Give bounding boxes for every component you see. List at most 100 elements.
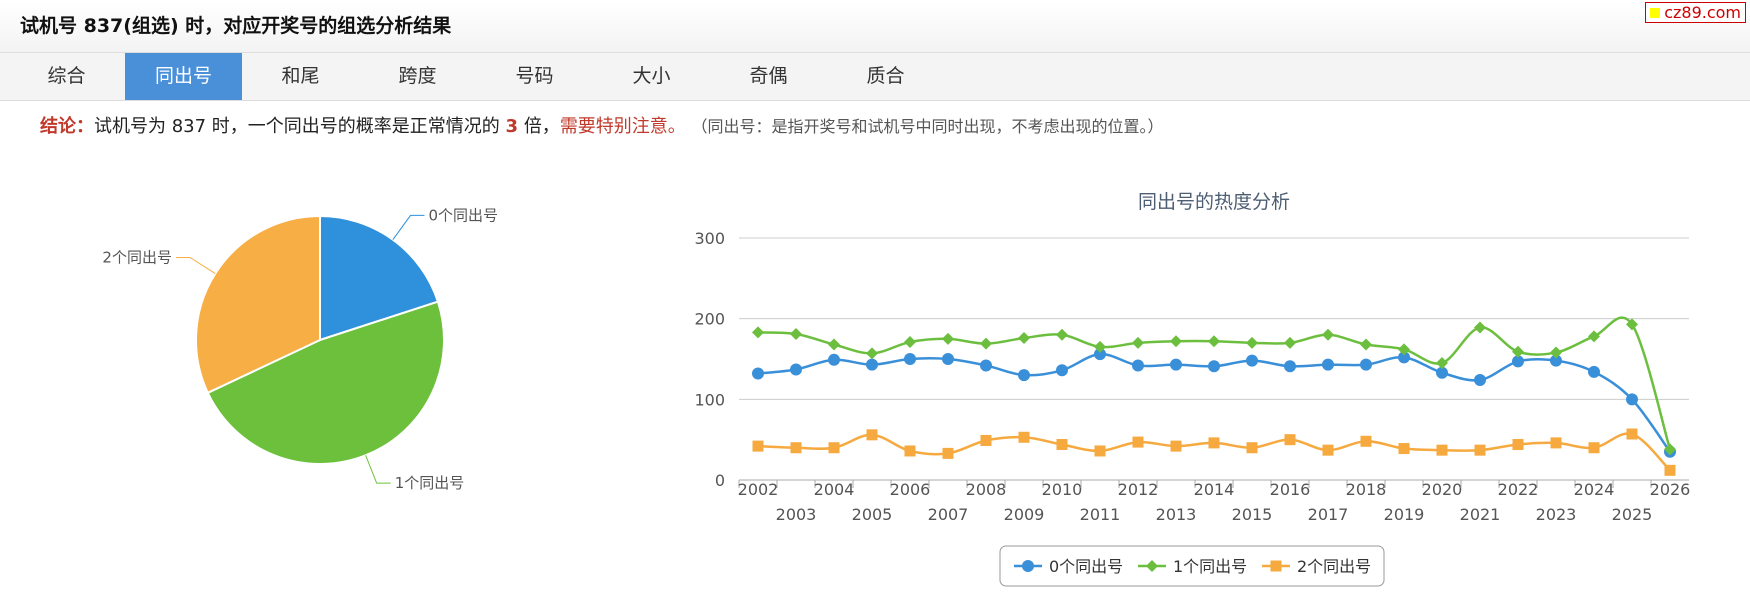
point	[1056, 439, 1068, 451]
point	[828, 442, 840, 454]
x-tick-label: 2015	[1232, 505, 1273, 524]
point	[1322, 444, 1334, 456]
point	[1170, 440, 1182, 452]
tab[interactable]: 质合	[866, 65, 905, 87]
point	[1474, 444, 1486, 456]
tab[interactable]: 号码	[515, 65, 554, 87]
point	[790, 363, 802, 376]
point	[1132, 436, 1144, 448]
point	[1398, 343, 1410, 356]
point	[1550, 354, 1562, 367]
point	[1474, 321, 1486, 334]
point	[866, 347, 878, 360]
point	[1246, 442, 1258, 454]
leader-line	[175, 256, 216, 274]
point	[904, 336, 916, 349]
legend-box	[999, 545, 1385, 587]
point	[1398, 351, 1410, 364]
point	[752, 440, 764, 452]
leader-line	[392, 214, 425, 240]
x-tick-label: 2010	[1042, 480, 1083, 499]
point	[1512, 439, 1524, 451]
x-tick-label: 2024	[1574, 480, 1615, 499]
x-tick-label: 2016	[1270, 480, 1311, 499]
tab[interactable]: 和尾	[281, 65, 320, 87]
x-tick-label: 2026	[1650, 480, 1691, 499]
point	[1056, 328, 1068, 341]
watermark: cz89.com	[1645, 2, 1746, 23]
point	[1436, 366, 1448, 379]
point	[1270, 560, 1282, 572]
point	[828, 338, 840, 351]
tab[interactable]: 同出号	[125, 53, 242, 100]
point	[1512, 355, 1524, 368]
tab[interactable]: 奇偶	[749, 65, 788, 87]
legend-label: 2个同出号	[1297, 557, 1371, 576]
x-tick-label: 2002	[738, 480, 779, 499]
point	[828, 353, 840, 366]
point	[1626, 393, 1638, 406]
point	[1550, 437, 1562, 449]
point	[1398, 443, 1410, 455]
x-tick-label: 2005	[852, 505, 893, 524]
x-tick-label: 2007	[928, 505, 969, 524]
point	[1322, 358, 1334, 371]
point	[1022, 560, 1034, 572]
point	[980, 337, 992, 350]
point	[1588, 442, 1600, 454]
y-tick-label: 0	[715, 471, 725, 490]
point	[790, 442, 802, 454]
note: （同出号：是指开奖号和试机号中同时出现，不考虑出现的位置。）	[691, 117, 1164, 136]
conclusion: 结论：试机号为 837 时，一个同出号的概率是正常情况的 3 倍，需要特别注意。…	[40, 112, 1164, 138]
point	[904, 353, 916, 365]
x-tick-label: 2003	[776, 505, 817, 524]
point	[1436, 357, 1448, 370]
point	[942, 447, 954, 459]
y-tick-label: 200	[694, 310, 725, 329]
point	[1512, 345, 1524, 358]
point	[1094, 348, 1106, 361]
point	[942, 332, 954, 345]
warning: 需要特别注意。	[559, 116, 686, 137]
point	[1018, 431, 1030, 443]
point	[866, 429, 878, 441]
point	[1094, 445, 1106, 457]
point	[1208, 360, 1220, 373]
point	[1246, 354, 1258, 367]
point	[752, 326, 764, 339]
x-tick-label: 2020	[1422, 480, 1463, 499]
leader-line	[365, 455, 391, 484]
y-tick-label: 100	[694, 390, 725, 409]
point	[1132, 359, 1144, 372]
point	[1056, 364, 1068, 377]
point	[1170, 335, 1182, 348]
point	[866, 358, 878, 371]
point	[1626, 428, 1638, 440]
point	[1360, 435, 1372, 447]
point	[1208, 335, 1220, 348]
tab[interactable]: 大小	[632, 65, 671, 87]
pie-slice	[319, 214, 440, 342]
tab[interactable]: 跨度	[398, 65, 437, 87]
tab[interactable]: 综合	[47, 65, 86, 87]
multiplier: 3	[505, 116, 519, 137]
point	[1018, 332, 1030, 345]
point	[942, 353, 954, 365]
point	[1132, 336, 1144, 349]
unit: 倍，	[523, 116, 560, 137]
point	[980, 359, 992, 372]
point	[1146, 560, 1158, 572]
x-tick-label: 2025	[1612, 505, 1653, 524]
point	[1246, 336, 1258, 349]
header-title: 试机号 837(组选) 时，对应开奖号的组选分析结果	[0, 0, 1750, 53]
x-tick-label: 2006	[890, 480, 931, 499]
x-tick-label: 2023	[1536, 505, 1577, 524]
tab-bar: 综合 同出号 和尾 跨度 号码 大小 奇偶 质合	[0, 53, 1750, 101]
x-tick-label: 2004	[814, 480, 855, 499]
point	[1208, 437, 1220, 449]
x-tick-label: 2021	[1460, 505, 1501, 524]
point	[1360, 358, 1372, 371]
point	[790, 327, 802, 340]
x-tick-label: 2013	[1156, 505, 1197, 524]
